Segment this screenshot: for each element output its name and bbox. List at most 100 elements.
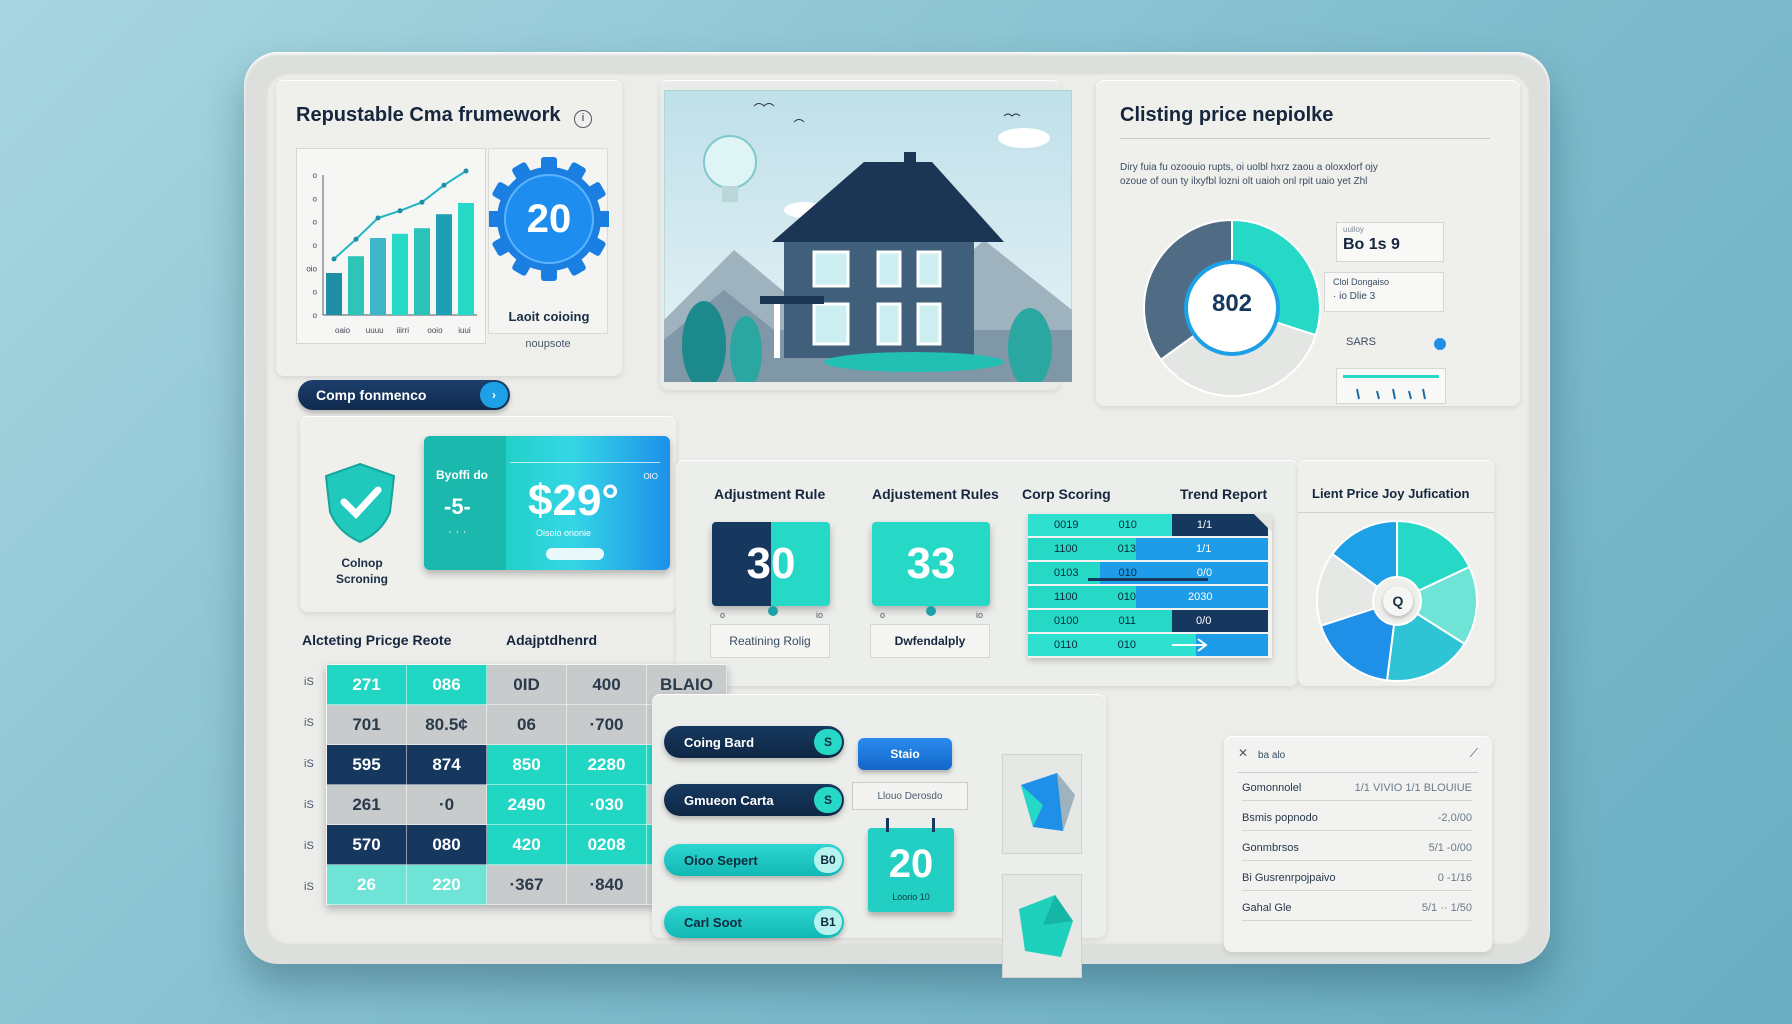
- summary-row[interactable]: Gonmbrsos 5/1 -0/00: [1242, 842, 1472, 861]
- gmueon-carta-button[interactable]: Gmueon Carta S: [664, 784, 844, 816]
- badge-caption: Laoit coioing: [508, 309, 590, 324]
- calendar-widget[interactable]: 20 Loorio 10: [868, 818, 954, 912]
- legend-box-2-l2: · io Dlie 3: [1333, 291, 1376, 302]
- legend-box-1-value: Bo 1s 9: [1343, 236, 1400, 253]
- table-cell: 26: [326, 864, 407, 905]
- justification-center-label[interactable]: Q: [1383, 586, 1413, 616]
- scoring-row[interactable]: 1100 013 1/1: [1028, 538, 1268, 560]
- status-button-label: Staio: [890, 747, 920, 761]
- cma-framework-panel: Repustable Cma frumework i o o oio o o o o oaio…: [276, 80, 622, 410]
- price-card-sub: Oisoio ononie: [536, 528, 592, 538]
- summary-row-label: Bsmis popnodo: [1242, 812, 1318, 824]
- row-index: iS: [304, 881, 314, 893]
- scoring-cell-a: 0100: [1054, 615, 1079, 627]
- divider: [1298, 512, 1494, 513]
- scoring-cell-c: 0/0: [1196, 615, 1212, 627]
- row-index: iS: [304, 717, 314, 729]
- scoring-cell-b: 010: [1118, 519, 1137, 531]
- listing-price-table-title: Alcteting Pricge Reote: [302, 632, 452, 648]
- justification-donut-slice[interactable]: [1319, 607, 1396, 682]
- gear-tooth: [489, 211, 503, 227]
- adjustment-rule-label: Reatining Rolig: [729, 634, 811, 648]
- listing-description-2: ozoue of oun ty ilxyfbl lozni olt uaioh …: [1120, 176, 1368, 187]
- score-badge-card: 20 Laoit coioing: [488, 148, 609, 334]
- tick-left-a: o: [720, 610, 726, 620]
- carl-soot-button[interactable]: Carl Soot B1: [664, 906, 844, 938]
- pie-tile-2[interactable]: [1002, 874, 1082, 978]
- justification-donut-slice[interactable]: [1385, 612, 1466, 682]
- summary-row[interactable]: Bsmis popnodo -2,0/00: [1242, 812, 1472, 831]
- gear-tooth: [585, 236, 606, 256]
- price-card-left-value: -5-: [444, 494, 471, 519]
- price-card-left-title: Byoffi do: [436, 468, 488, 482]
- tick-right-b: io: [976, 610, 984, 620]
- justification-donut-slice[interactable]: [1330, 519, 1398, 589]
- legend-item-3: SARS: [1346, 336, 1376, 348]
- gear-tooth: [585, 182, 606, 202]
- summary-row[interactable]: Gomonnolel 1/1 VIVIO 1/1 BLOUIUE: [1242, 782, 1472, 801]
- legend-box-2-l1: Clol Dongaiso: [1333, 277, 1390, 287]
- scoring-row[interactable]: 1100 010 2030: [1028, 586, 1268, 608]
- table-cell: 080: [406, 824, 487, 865]
- slider-thumb-2[interactable]: [926, 606, 936, 616]
- scoring-cell-a: 1100: [1054, 543, 1078, 555]
- table-cell: 595: [326, 744, 407, 785]
- status-label: Llouo Derosdo: [877, 790, 943, 802]
- table-cell: ·700: [566, 704, 647, 745]
- x-tick-label: oaio: [335, 326, 351, 335]
- trend-point: [441, 182, 447, 188]
- slider-thumb[interactable]: [768, 606, 778, 616]
- justification-donut-slice[interactable]: [1415, 565, 1478, 646]
- row-index: iS: [304, 676, 314, 688]
- listing-price-title: Clisting price nepiolke: [1120, 104, 1334, 126]
- mini-sparkline: [1336, 368, 1446, 404]
- comp-performance-button[interactable]: Comp fonmenco ›: [298, 380, 510, 410]
- legend-dot[interactable]: [1434, 338, 1446, 350]
- adjustment-rules-label: Dwfendalply: [894, 634, 966, 648]
- oioo-sepert-button[interactable]: Oioo Sepert B0: [664, 844, 844, 876]
- scoring-row[interactable]: 0100 011 0/0: [1028, 610, 1268, 632]
- summary-row-label: Gonmbrsos: [1242, 842, 1299, 854]
- scoring-cell-b: 010: [1117, 639, 1137, 651]
- pin-icon[interactable]: ⟋: [1469, 746, 1478, 760]
- summary-row[interactable]: Bi Gusrenrpojpaivo 0 -1/16: [1242, 872, 1472, 891]
- house-illustration: [664, 90, 1072, 382]
- price-card[interactable]: Byoffi do -5- · · · OIO $29° Oisoio onon…: [424, 436, 670, 570]
- donut-center-value: 802: [1211, 290, 1253, 317]
- close-icon[interactable]: ✕: [1238, 746, 1249, 760]
- arrow-right-icon: [1172, 638, 1208, 652]
- adjustment-rule-tile[interactable]: 30: [712, 522, 830, 606]
- adjustment-rules-tile[interactable]: 33: [872, 522, 990, 606]
- price-justification-title: Lient Price Joy Jufication: [1312, 486, 1470, 501]
- adjustment-rules-label-box: Dwfendalply: [870, 624, 990, 658]
- justification-donut-slice[interactable]: [1316, 552, 1379, 627]
- listing-description-1: Diry fuia fu ozoouio rupts, oi uolbl hxr…: [1120, 162, 1378, 173]
- info-icon[interactable]: i: [574, 110, 592, 128]
- justification-donut-chart: [1316, 519, 1478, 682]
- scoring-row[interactable]: 0019 010 1/1: [1028, 514, 1268, 536]
- scoring-cell-c: 1/1: [1196, 519, 1213, 531]
- price-card-left-sub: · · ·: [448, 524, 467, 538]
- comp-scoring-header: Corp Scoring: [1022, 486, 1111, 502]
- shield-caption-2: Scroning: [335, 572, 388, 586]
- gear-tooth: [492, 236, 513, 256]
- pie-tile-1[interactable]: [1002, 754, 1082, 854]
- adjustment-rule-value: 30: [746, 539, 796, 588]
- pill-label: Coing Bard: [684, 734, 755, 750]
- status-button[interactable]: Staio: [858, 738, 952, 770]
- scoring-cell-a: 0103: [1054, 567, 1079, 579]
- justification-donut-slice[interactable]: [1396, 519, 1471, 593]
- badge-value: 20: [526, 197, 572, 241]
- y-tick-label: o: [313, 171, 318, 180]
- scoring-row[interactable]: 0110 010: [1028, 634, 1268, 656]
- gear-tooth: [541, 265, 557, 281]
- adjusted-table-title: Adajptdhenrd: [506, 632, 597, 648]
- status-label-box: Llouo Derosdo: [852, 782, 968, 810]
- coing-board-button[interactable]: Coing Bard S: [664, 726, 844, 758]
- summary-row[interactable]: Gahal Gle 5/1 ·· 1/50: [1242, 902, 1472, 921]
- table-cell: 570: [326, 824, 407, 865]
- pill-cap: B1: [814, 909, 842, 935]
- framework-chart-card: o o oio o o o o oaio uuuu iiirri ooio iuui: [296, 148, 486, 344]
- price-card-button[interactable]: [546, 548, 604, 560]
- donut-hole: [1184, 260, 1280, 356]
